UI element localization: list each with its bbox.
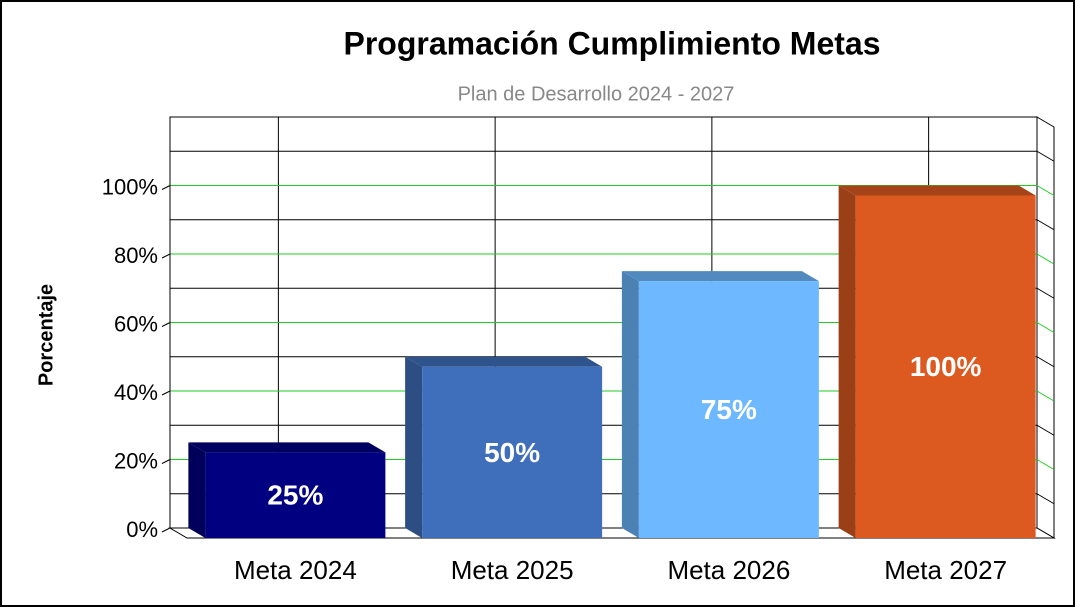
x-tick-label: Meta 2024 — [234, 555, 357, 585]
grid-line — [1036, 459, 1055, 470]
value-label: 75% — [701, 394, 757, 425]
bar-top — [188, 442, 386, 453]
grid-line — [1036, 390, 1055, 402]
bar — [422, 366, 603, 538]
y-tick — [161, 390, 171, 396]
value-label: 100% — [910, 351, 982, 382]
x-tick-label: Meta 2025 — [451, 555, 574, 585]
bar-top — [838, 185, 1036, 196]
bar-side — [621, 271, 639, 538]
bar — [638, 281, 819, 538]
y-tick — [161, 185, 171, 190]
x-tick-label: Meta 2027 — [884, 555, 1007, 585]
bar-top — [405, 356, 603, 367]
y-axis-label: Porcentaje — [35, 284, 57, 386]
chart-subtitle: Plan de Desarrollo 2024 - 2027 — [458, 83, 735, 105]
minor-grid-line — [1036, 219, 1055, 231]
y-tick-label: 100% — [102, 174, 158, 199]
y-tick-label: 80% — [114, 243, 158, 268]
chart-title: Programación Cumplimiento Metas — [344, 25, 881, 61]
x-tick-label: Meta 2026 — [667, 555, 790, 585]
y-tick-label: 20% — [114, 448, 158, 473]
grid-line — [1036, 185, 1055, 196]
y-tick-label: 0% — [126, 517, 158, 542]
bar-side — [188, 442, 206, 538]
y-tick — [161, 253, 171, 259]
minor-grid-line — [1036, 493, 1055, 505]
y-tick — [161, 322, 171, 327]
minor-grid-line — [1036, 424, 1055, 436]
bar-side — [838, 185, 856, 538]
bar — [855, 195, 1036, 538]
y-tick-label: 40% — [114, 380, 158, 405]
minor-grid-line — [1036, 287, 1055, 299]
grid-line — [1036, 253, 1055, 265]
bar — [205, 452, 386, 538]
grid-line — [1036, 322, 1055, 333]
y-tick — [161, 459, 171, 464]
bar-side — [405, 356, 423, 538]
y-tick — [161, 527, 171, 533]
minor-grid-line — [1036, 356, 1055, 368]
value-label: 50% — [484, 437, 540, 468]
value-label: 25% — [267, 480, 323, 511]
y-tick-label: 60% — [114, 311, 158, 336]
bar-top — [621, 271, 819, 282]
minor-grid-line — [1036, 150, 1055, 162]
